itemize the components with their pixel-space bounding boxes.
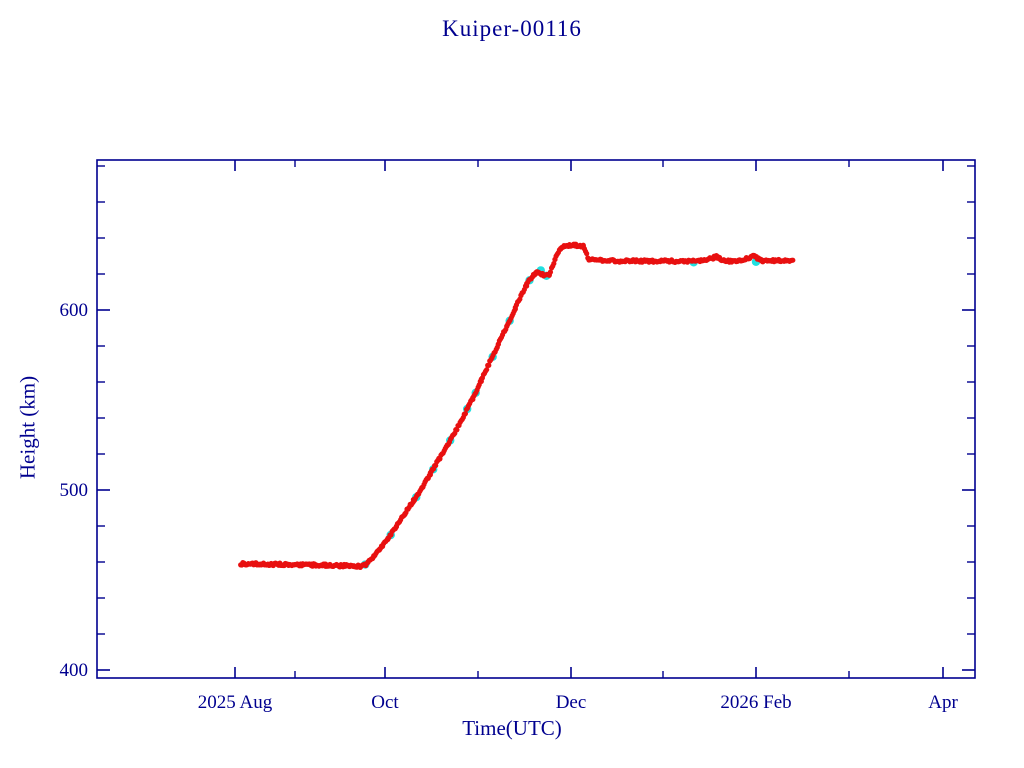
y-tick-label-600: 600: [59, 300, 89, 321]
x-tick-label-oct: Oct: [371, 692, 399, 713]
y-tick-label-400: 400: [59, 660, 89, 681]
chart-title: Kuiper-00116: [442, 16, 582, 41]
x-tick-label-apr: Apr: [928, 692, 958, 713]
series-height-cyan: [361, 257, 761, 569]
y-tick-label-500: 500: [59, 480, 89, 501]
series-height-red: [238, 241, 796, 570]
x-axis-title: Time(UTC): [462, 716, 562, 740]
x-tick-label-aug: 2025 Aug: [197, 692, 273, 713]
x-tick-label-dec: Dec: [555, 692, 587, 713]
x-tick-label-feb: 2026 Feb: [720, 692, 792, 713]
axis-frame: [96, 159, 976, 679]
axis-ticks: [97, 160, 975, 678]
